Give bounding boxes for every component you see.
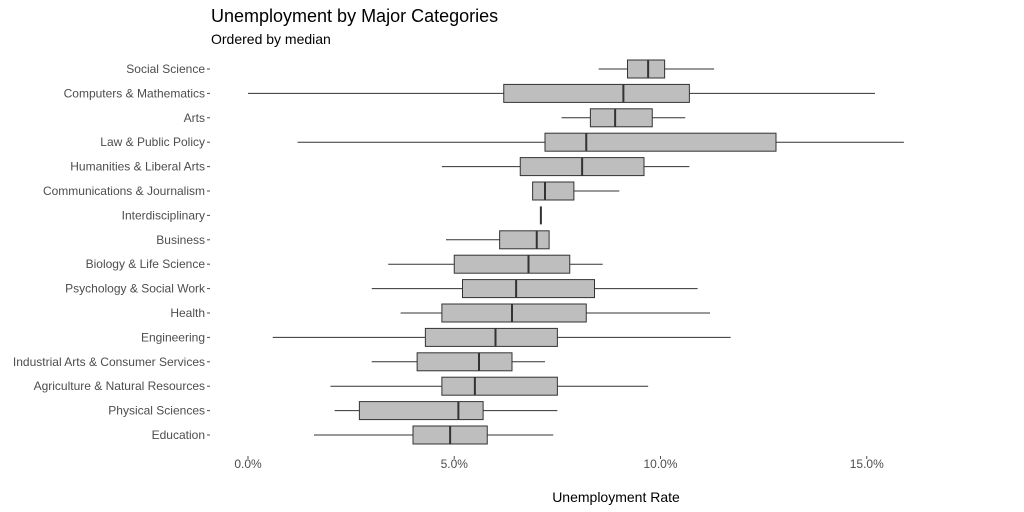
x-tick-label: 10.0% — [643, 457, 677, 471]
box-group: Psychology & Social Work — [65, 279, 698, 299]
category-label: Arts — [184, 111, 205, 125]
box-group: Humanities & Liberal Arts — [70, 157, 690, 177]
category-label: Business — [156, 233, 205, 247]
x-tick-label: 5.0% — [441, 457, 469, 471]
box-group: Physical Sciences — [108, 401, 558, 421]
box-iqr — [441, 303, 587, 323]
category-label: Psychology & Social Work — [65, 282, 206, 296]
category-label: Humanities & Liberal Arts — [70, 160, 205, 174]
box-group: Agriculture & Natural Resources — [34, 376, 649, 396]
box-iqr — [416, 352, 513, 372]
category-label: Engineering — [141, 330, 205, 344]
category-label: Interdisciplinary — [122, 208, 205, 222]
box-group: Engineering — [141, 327, 731, 347]
category-label: Industrial Arts & Consumer Services — [13, 355, 205, 369]
box-group: Industrial Arts & Consumer Services — [13, 352, 545, 372]
box-group: Social Science — [126, 59, 715, 79]
box-iqr — [424, 327, 558, 347]
category-label: Social Science — [126, 62, 205, 76]
category-label: Agriculture & Natural Resources — [34, 379, 205, 393]
box-group: Interdisciplinary — [122, 206, 542, 225]
x-tick-label: 15.0% — [850, 457, 884, 471]
x-axis: 0.0% 5.0% 10.0% 15.0% — [234, 456, 884, 471]
box-iqr — [462, 279, 595, 299]
plot-area: Social Science Computers & Mathematics Art… — [13, 59, 904, 445]
chart-subtitle: Ordered by median — [211, 31, 331, 47]
box-iqr — [499, 230, 550, 250]
box-group: Biology & Life Science — [86, 254, 603, 274]
category-label: Computers & Mathematics — [64, 86, 205, 100]
box-group: Law & Public Policy — [100, 132, 904, 152]
category-label: Education — [152, 428, 205, 442]
box-iqr — [589, 108, 653, 128]
box-group: Arts — [184, 108, 686, 128]
category-label: Physical Sciences — [108, 404, 205, 418]
box-iqr — [441, 376, 558, 396]
box-group: Communications & Journalism — [43, 181, 620, 201]
box-group: Health — [170, 303, 710, 323]
x-tick-label: 0.0% — [234, 457, 262, 471]
category-label: Biology & Life Science — [86, 257, 206, 271]
category-label: Law & Public Policy — [100, 135, 205, 149]
category-label: Communications & Journalism — [43, 184, 205, 198]
box-iqr — [453, 254, 571, 274]
box-iqr — [544, 132, 777, 152]
box-group: Computers & Mathematics — [64, 83, 875, 103]
box-iqr — [532, 181, 575, 201]
box-iqr — [627, 59, 666, 79]
chart-title: Unemployment by Major Categories — [211, 6, 498, 26]
box-iqr — [358, 401, 484, 421]
category-label: Health — [170, 306, 205, 320]
box-group: Education — [152, 425, 554, 445]
box-group: Business — [156, 230, 550, 250]
box-iqr — [503, 83, 690, 103]
x-axis-label: Unemployment Rate — [552, 489, 680, 505]
